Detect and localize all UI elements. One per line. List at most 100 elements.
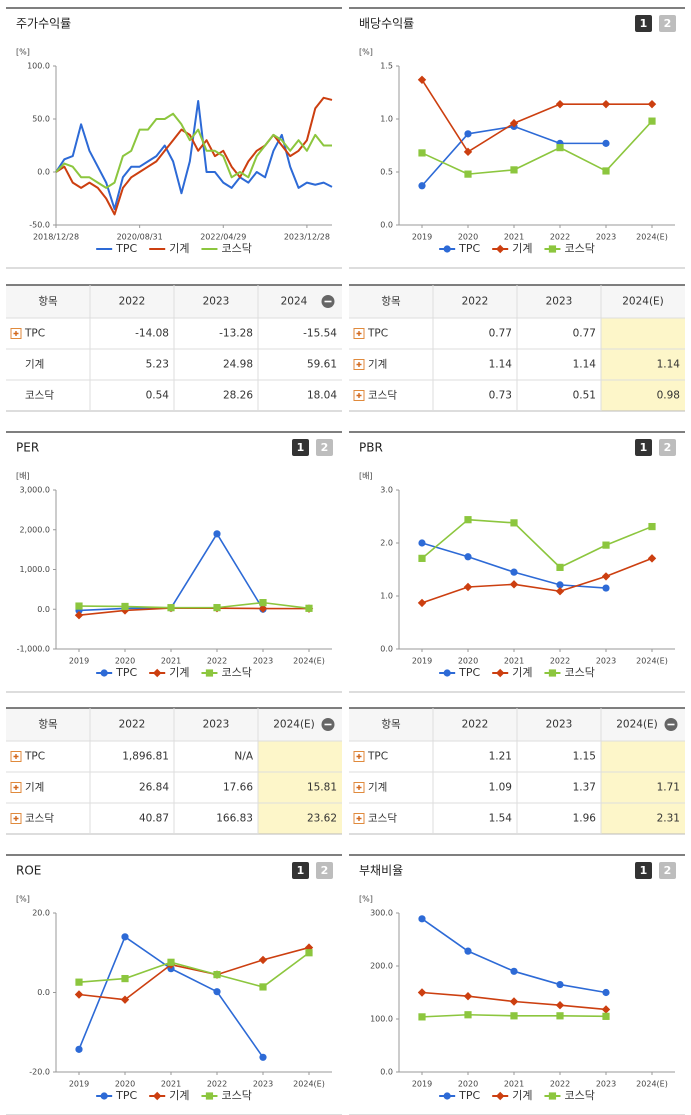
point-marker [213, 530, 221, 538]
page-button[interactable] [659, 15, 676, 32]
cell-value: 1.37 [573, 782, 596, 794]
series-line [55, 112, 332, 189]
point-marker [556, 1012, 564, 1020]
point-marker [548, 669, 557, 677]
legend-label: 코스닥 [221, 666, 251, 679]
point-marker [464, 947, 472, 955]
page-button[interactable] [635, 862, 652, 879]
legend: TPC 기계 코스닥 [439, 666, 595, 679]
point-marker [509, 580, 519, 589]
page-button[interactable] [316, 439, 333, 456]
column-header: 항목 [381, 719, 401, 731]
page-button[interactable] [635, 439, 652, 456]
point-marker [464, 516, 472, 524]
page-button-label[interactable]: 1 [640, 864, 648, 877]
row-name: 기계 [25, 359, 44, 371]
y-tick-label: 2.0 [380, 539, 393, 548]
expand-icon-plus [356, 331, 362, 336]
point-marker [443, 245, 451, 253]
cell-value: 1,896.81 [122, 751, 169, 763]
page-button-label[interactable]: 1 [640, 441, 648, 454]
point-marker [463, 992, 473, 1001]
point-marker [509, 997, 519, 1006]
x-tick-label: 2023 [596, 657, 616, 666]
x-tick-label: 2020 [115, 1080, 135, 1089]
page-button[interactable] [292, 862, 309, 879]
series-line [421, 120, 653, 175]
point-marker [259, 983, 267, 991]
row-name: 기계 [368, 782, 387, 794]
expand-icon-plus [356, 816, 362, 821]
column-header: 2022 [462, 296, 489, 308]
page-button[interactable] [292, 439, 309, 456]
point-marker [510, 166, 518, 174]
page-button[interactable] [635, 15, 652, 32]
page-button-label[interactable]: 2 [664, 17, 672, 30]
cell-value: 5.23 [146, 359, 169, 371]
cell-value: 166.83 [216, 813, 253, 825]
x-tick-label: 2020 [458, 1080, 478, 1089]
point-marker [121, 974, 129, 983]
point-marker [74, 611, 84, 620]
point-marker [556, 563, 564, 571]
column-header: 2023 [546, 719, 573, 731]
page-button[interactable] [659, 439, 676, 456]
cell-value: 1.21 [489, 751, 512, 763]
series-line [55, 96, 333, 216]
point-marker [167, 958, 175, 966]
page-button-label[interactable]: 2 [321, 864, 329, 877]
y-unit: [배] [359, 472, 373, 481]
column-header: 2024(E) [273, 719, 315, 731]
x-tick-label: 2020 [458, 233, 478, 242]
page-button-label[interactable]: 1 [297, 441, 305, 454]
x-tick-label: 2023/12/28 [284, 233, 330, 242]
x-tick-label: 2024(E) [293, 657, 325, 666]
point-marker [213, 971, 221, 979]
chart-title: 배당수익률 [359, 17, 414, 31]
cell-value: 1.14 [573, 359, 597, 371]
point-marker [153, 1091, 162, 1101]
page-button[interactable] [316, 862, 333, 879]
cell-value: 0.54 [146, 390, 170, 402]
y-tick-label: 0.0 [37, 988, 50, 997]
y-tick-label: 0.0 [37, 168, 50, 177]
point-marker [258, 955, 268, 965]
point-marker [556, 980, 564, 989]
cell-value: 18.04 [307, 390, 337, 402]
y-unit: [%] [359, 895, 373, 904]
point-marker [496, 668, 505, 678]
page-button-label[interactable]: 2 [664, 441, 672, 454]
legend: TPC 기계 코스닥 [96, 666, 252, 679]
cell-value: 40.87 [139, 813, 169, 825]
point-marker [510, 967, 518, 975]
legend: TPC 기계 코스닥 [439, 242, 595, 255]
page-button-label[interactable]: 1 [297, 864, 305, 877]
x-tick-label: 2023 [253, 1080, 273, 1089]
x-tick-label: 2021 [161, 657, 181, 666]
point-marker [259, 599, 267, 607]
page-button[interactable] [659, 862, 676, 879]
point-marker [75, 1045, 83, 1053]
cell-value: 1.14 [657, 359, 681, 371]
series-line [78, 601, 310, 610]
cell-value: 1.71 [657, 782, 680, 794]
legend-label: 코스닥 [221, 242, 251, 255]
x-tick-label: 2024(E) [636, 657, 668, 666]
y-tick-label: 300.0 [370, 909, 393, 918]
page-button-label[interactable]: 1 [640, 17, 648, 30]
x-tick-label: 2019 [69, 657, 89, 666]
legend-label: 기계 [512, 1089, 532, 1102]
x-tick-label: 2023 [596, 1080, 616, 1089]
point-marker [305, 949, 313, 957]
point-marker [496, 1091, 505, 1101]
row-name: 기계 [25, 782, 44, 794]
page-button-label[interactable]: 2 [321, 441, 329, 454]
point-marker [464, 130, 472, 138]
point-marker [555, 1001, 565, 1010]
page-button-label[interactable]: 2 [664, 864, 672, 877]
cell-value: -13.28 [219, 328, 253, 340]
row-name: 코스닥 [25, 813, 54, 825]
cell-value: 1.54 [489, 813, 513, 825]
highlight-column [258, 741, 342, 834]
point-marker [167, 604, 175, 612]
